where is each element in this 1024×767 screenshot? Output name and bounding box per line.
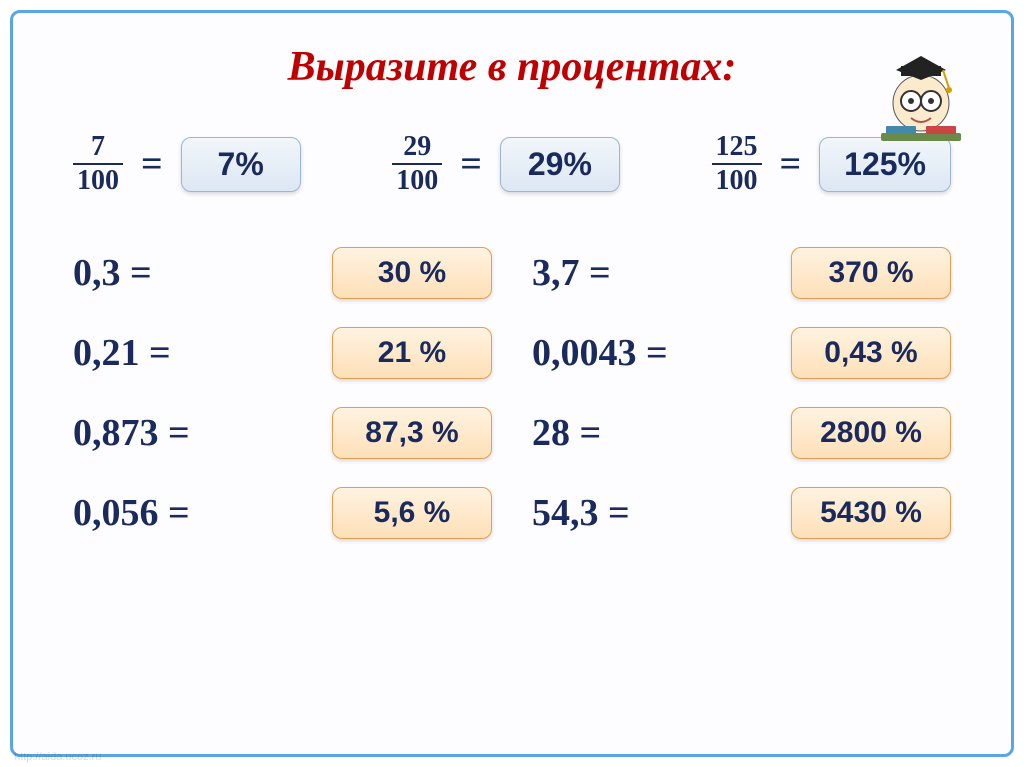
decimal-row: 0,3 = 30 %	[73, 247, 492, 299]
decimals-column-right: 3,7 = 370 % 0,0043 = 0,43 % 28 = 2800 % …	[532, 247, 951, 539]
equals-sign: =	[460, 142, 482, 186]
equals-sign: =	[780, 142, 802, 186]
answer-box: 7%	[181, 137, 301, 192]
fraction: 7 100	[73, 131, 123, 197]
fractions-row: 7 100 = 7% 29 100 = 29% 125 100 = 125%	[63, 131, 961, 197]
equals-sign: =	[141, 142, 163, 186]
answer-box: 5430 %	[791, 487, 951, 539]
decimal-row: 3,7 = 370 %	[532, 247, 951, 299]
decimal-label: 0,056 =	[73, 491, 190, 535]
decimal-label: 3,7 =	[532, 251, 611, 295]
answer-box: 87,3 %	[332, 407, 492, 459]
decimal-row: 0,21 = 21 %	[73, 327, 492, 379]
fraction-denominator: 100	[392, 165, 442, 197]
decimal-row: 28 = 2800 %	[532, 407, 951, 459]
fraction-numerator: 125	[712, 131, 762, 163]
decimal-row: 0,873 = 87,3 %	[73, 407, 492, 459]
decimal-label: 54,3 =	[532, 491, 630, 535]
fraction-item: 29 100 = 29%	[392, 131, 620, 197]
decimal-row: 0,056 = 5,6 %	[73, 487, 492, 539]
decimals-column-left: 0,3 = 30 % 0,21 = 21 % 0,873 = 87,3 % 0,…	[73, 247, 492, 539]
answer-box: 0,43 %	[791, 327, 951, 379]
fraction: 29 100	[392, 131, 442, 197]
fraction-item: 7 100 = 7%	[73, 131, 301, 197]
slide-frame: Выразите в процентах: 7 100 = 7%	[10, 10, 1014, 757]
decimal-label: 0,0043 =	[532, 331, 668, 375]
decimal-label: 0,3 =	[73, 251, 152, 295]
fraction-denominator: 100	[73, 165, 123, 197]
decimal-label: 0,21 =	[73, 331, 171, 375]
answer-box: 370 %	[791, 247, 951, 299]
decimals-section: 0,3 = 30 % 0,21 = 21 % 0,873 = 87,3 % 0,…	[63, 247, 961, 539]
watermark-text: http://aida.ucoz.ru	[14, 751, 101, 763]
decimal-label: 28 =	[532, 411, 601, 455]
fraction-numerator: 29	[399, 131, 435, 163]
answer-box: 5,6 %	[332, 487, 492, 539]
professor-mascot-icon	[871, 48, 971, 148]
decimal-label: 0,873 =	[73, 411, 190, 455]
fraction-numerator: 7	[87, 131, 109, 163]
slide-title: Выразите в процентах:	[63, 43, 961, 91]
answer-box: 30 %	[332, 247, 492, 299]
answer-box: 29%	[500, 137, 620, 192]
answer-box: 21 %	[332, 327, 492, 379]
answer-box: 2800 %	[791, 407, 951, 459]
fraction-denominator: 100	[712, 165, 762, 197]
fraction: 125 100	[712, 131, 762, 197]
decimal-row: 54,3 = 5430 %	[532, 487, 951, 539]
decimal-row: 0,0043 = 0,43 %	[532, 327, 951, 379]
